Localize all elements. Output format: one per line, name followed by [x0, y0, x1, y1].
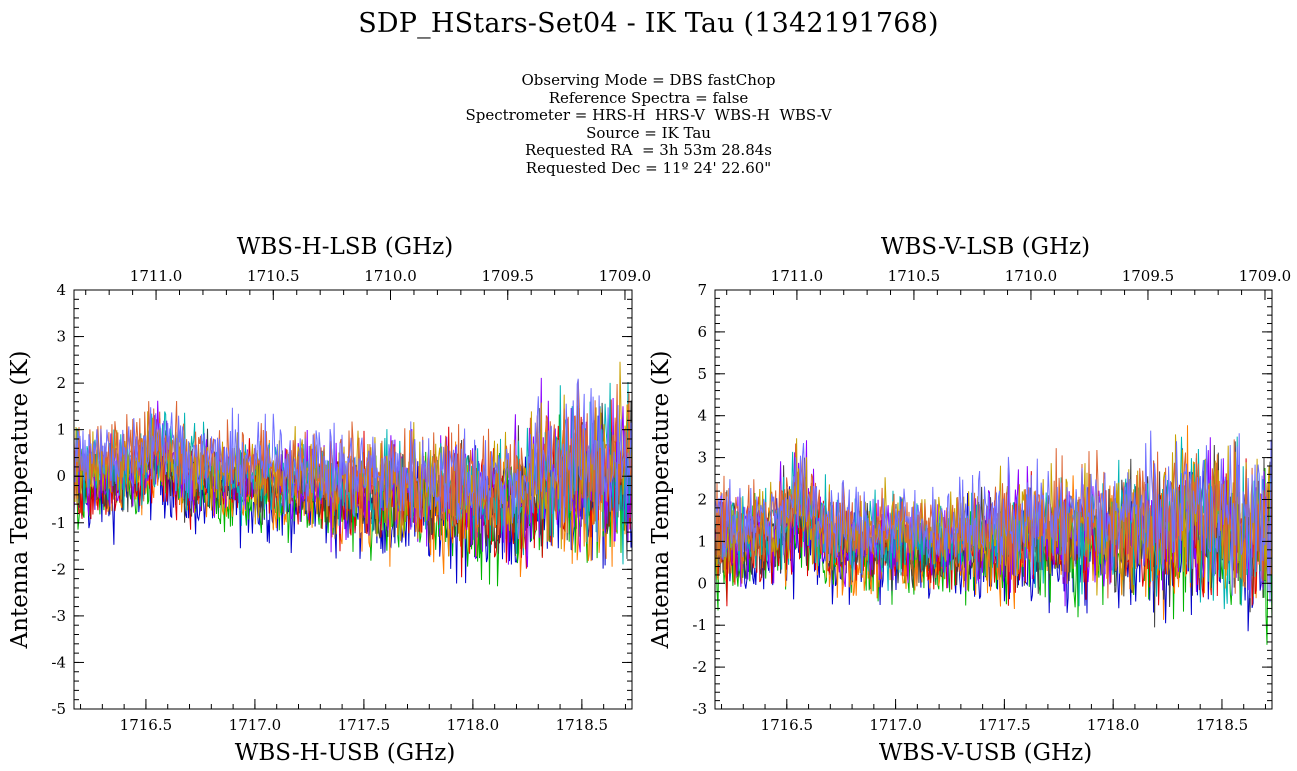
left-y-tick-label: 2 [56, 374, 66, 392]
left-y-tick-label: 0 [56, 467, 66, 485]
right-top-axis-title: WBS-V-LSB (GHz) [881, 234, 1090, 260]
left-top-tick-label: 1709.0 [599, 267, 652, 285]
left-bottom-tick-label: 1717.5 [338, 716, 391, 734]
right-y-tick-label: 5 [697, 365, 707, 383]
right-y-tick-label: 0 [697, 574, 707, 592]
right-top-tick-label: 1709.0 [1239, 267, 1292, 285]
left-y-tick-label: -1 [51, 514, 66, 532]
left-bottom-axis-title: WBS-H-USB (GHz) [235, 740, 456, 766]
right-spectrum-panel: 1716.5 1717.0 1717.5 1718.0 1718.5 1711.0 1710… [648, 234, 1291, 766]
meta-reference-spectra: Reference Spectra = false [548, 88, 749, 107]
meta-requested-dec: Requested Dec = 11º 24' 22.60" [525, 158, 772, 177]
right-series-10 [715, 430, 1272, 603]
left-top-tick-label: 1709.5 [481, 267, 534, 285]
left-series-9 [74, 379, 632, 557]
left-spectrum-panel: 1716.5 1717.0 1717.5 1718.0 1718.5 1711.0 1710… [7, 234, 651, 766]
meta-source: Source = IK Tau [586, 123, 711, 142]
left-series-10 [74, 378, 632, 553]
right-y-tick-label: 6 [697, 323, 707, 341]
left-bottom-tick-label: 1718.0 [447, 716, 500, 734]
right-series-group [715, 425, 1272, 645]
right-bottom-tick-label: 1718.0 [1087, 716, 1140, 734]
left-top-tick-label: 1710.0 [364, 267, 417, 285]
right-y-tick-label: 3 [697, 449, 707, 467]
right-bottom-tick-label: 1717.0 [869, 716, 922, 734]
observation-metadata: Observing Mode = DBS fastChop Reference … [0, 71, 1297, 177]
left-y-tick-label: 4 [56, 281, 66, 299]
left-top-axis-title: WBS-H-LSB (GHz) [237, 234, 453, 260]
right-y-tick-label: 4 [697, 407, 707, 425]
meta-requested-ra: Requested RA = 3h 53m 28.84s [525, 141, 772, 159]
left-y-tick-label: 3 [56, 328, 66, 346]
right-bottom-tick-label: 1717.5 [978, 716, 1031, 734]
left-y-tick-label: -3 [51, 607, 66, 625]
meta-spectrometer: Spectrometer = HRS-H HRS-V WBS-H WBS-V [465, 106, 832, 124]
right-y-tick-label: -3 [692, 700, 707, 718]
right-top-tick-label: 1711.0 [771, 267, 824, 285]
left-bottom-tick-label: 1717.0 [229, 716, 282, 734]
left-plot-frame [73, 289, 633, 710]
left-y-tick-label: -2 [51, 560, 66, 578]
left-series-group [74, 361, 632, 587]
right-y-tick-label: 7 [697, 281, 707, 299]
right-series-9 [715, 439, 1272, 599]
left-bottom-tick-label: 1716.5 [120, 716, 173, 734]
right-y-tick-label: 1 [697, 532, 707, 550]
right-y-tick-label: -2 [692, 658, 707, 676]
right-y-axis-title: Antenna Temperature (K) [648, 350, 674, 649]
left-y-axis-title: Antenna Temperature (K) [7, 350, 33, 649]
right-y-tick-label: 2 [697, 491, 707, 509]
right-top-tick-label: 1710.0 [1005, 267, 1058, 285]
right-top-tick-label: 1710.5 [888, 267, 941, 285]
left-y-tick-label: 1 [56, 421, 66, 439]
right-bottom-tick-label: 1716.5 [761, 716, 814, 734]
left-top-tick-label: 1710.5 [247, 267, 300, 285]
left-top-tick-label: 1711.0 [130, 267, 183, 285]
right-y-tick-label: -1 [692, 616, 707, 634]
left-bottom-tick-label: 1718.5 [556, 716, 609, 734]
right-bottom-axis-title: WBS-V-USB (GHz) [879, 740, 1092, 766]
meta-observing-mode: Observing Mode = DBS fastChop [521, 71, 776, 89]
left-y-tick-label: -5 [51, 700, 66, 718]
chart-title: SDP_HStars-Set04 - IK Tau (1342191768) [358, 8, 939, 39]
right-bottom-tick-label: 1718.5 [1196, 716, 1249, 734]
left-y-tick-label: -4 [51, 653, 66, 671]
right-top-tick-label: 1709.5 [1122, 267, 1175, 285]
